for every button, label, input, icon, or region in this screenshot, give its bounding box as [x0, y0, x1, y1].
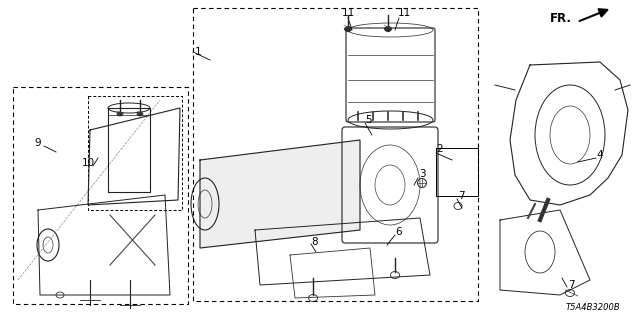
- Text: T5A4B3200B: T5A4B3200B: [565, 303, 620, 312]
- Ellipse shape: [117, 112, 123, 116]
- Text: 11: 11: [341, 8, 355, 18]
- Ellipse shape: [344, 27, 351, 31]
- Text: 3: 3: [419, 169, 426, 179]
- Text: 11: 11: [397, 8, 411, 18]
- Text: 8: 8: [312, 237, 318, 247]
- Text: 4: 4: [596, 150, 604, 160]
- Text: 6: 6: [396, 227, 403, 237]
- Text: 7: 7: [458, 191, 464, 201]
- Text: 1: 1: [195, 47, 202, 57]
- Polygon shape: [200, 140, 360, 248]
- Text: 7: 7: [568, 280, 574, 290]
- Text: 2: 2: [436, 144, 444, 154]
- Text: FR.: FR.: [550, 12, 572, 25]
- Text: 10: 10: [81, 158, 95, 168]
- Ellipse shape: [385, 27, 392, 31]
- Text: 9: 9: [35, 138, 42, 148]
- Ellipse shape: [137, 112, 143, 116]
- Text: 5: 5: [365, 115, 372, 125]
